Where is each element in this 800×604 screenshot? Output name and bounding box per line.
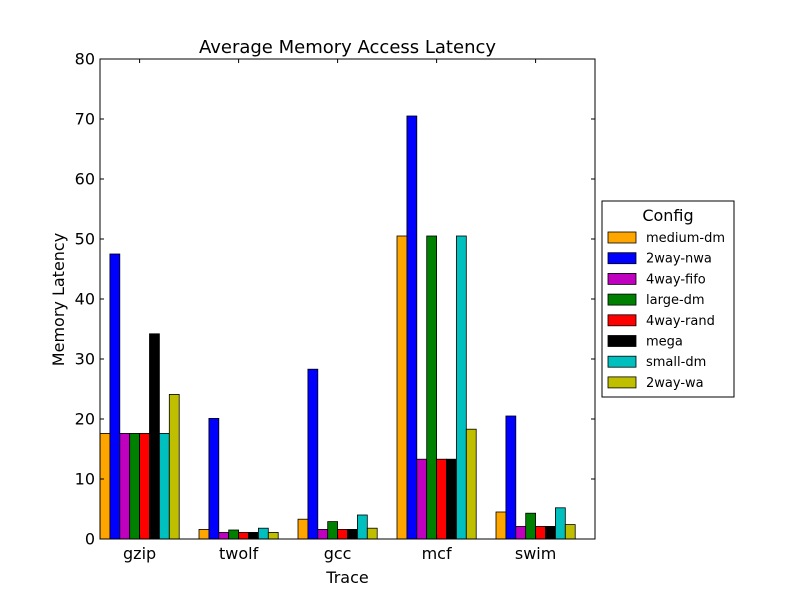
bar-4way-rand-twolf bbox=[238, 532, 249, 540]
bar-small-dm-mcf bbox=[455, 235, 467, 540]
bar-2way-nwa-gcc bbox=[307, 368, 319, 540]
bar-medium-dm-mcf bbox=[396, 235, 408, 540]
legend: Config medium-dm 2way-nwa 4way-fifo large-d… bbox=[601, 200, 735, 398]
legend-label-small-dm: small-dm bbox=[646, 355, 706, 370]
bar-4way-fifo-gzip bbox=[119, 432, 131, 540]
bar-2way-wa-mcf bbox=[465, 428, 477, 540]
bar-2way-wa-gcc bbox=[366, 527, 378, 540]
chart-title: Average Memory Access Latency bbox=[199, 37, 496, 58]
bar-mega-twolf bbox=[248, 532, 259, 540]
y-tick-label: 40 bbox=[75, 290, 95, 309]
bar-medium-dm-gcc bbox=[297, 518, 309, 540]
x-tick-label: mcf bbox=[422, 544, 452, 563]
bar-small-dm-twolf bbox=[257, 527, 269, 540]
bar-mega-swim bbox=[545, 526, 556, 540]
legend-label-mega: mega bbox=[646, 335, 683, 350]
legend-items: medium-dm 2way-nwa 4way-fifo large-dm 4way-r… bbox=[607, 231, 725, 391]
bar-4way-rand-swim bbox=[535, 526, 546, 540]
bar-4way-fifo-swim bbox=[515, 526, 527, 540]
x-tick-label: gzip bbox=[123, 544, 156, 563]
y-tick-label: 30 bbox=[75, 350, 95, 369]
bar-large-dm-mcf bbox=[426, 235, 438, 540]
plot-frame bbox=[99, 58, 596, 540]
bar-2way-nwa-gzip bbox=[109, 253, 121, 540]
legend-swatch-2way-nwa bbox=[607, 252, 637, 265]
bar-large-dm-gzip bbox=[129, 432, 140, 540]
y-tick-label: 0 bbox=[85, 530, 95, 549]
bar-mega-gcc bbox=[347, 529, 358, 540]
bar-medium-dm-twolf bbox=[198, 529, 210, 540]
bar-small-dm-gzip bbox=[158, 432, 170, 540]
bar-4way-fifo-twolf bbox=[218, 532, 230, 540]
bar-4way-fifo-mcf bbox=[416, 458, 428, 540]
legend-label-2way-wa: 2way-wa bbox=[646, 376, 704, 391]
bar-large-dm-gcc bbox=[327, 521, 339, 540]
bar-mega-gzip bbox=[149, 333, 160, 540]
bar-4way-fifo-gcc bbox=[317, 529, 329, 540]
bar-2way-wa-swim bbox=[564, 524, 576, 540]
legend-title: Config bbox=[642, 206, 693, 225]
legend-swatch-large-dm bbox=[607, 293, 637, 306]
bar-2way-nwa-twolf bbox=[208, 417, 220, 540]
x-tick-label: gcc bbox=[324, 544, 352, 563]
bar-4way-rand-gzip bbox=[139, 432, 150, 540]
bar-large-dm-swim bbox=[525, 512, 537, 540]
bar-2way-nwa-mcf bbox=[406, 115, 418, 540]
y-tick-label: 60 bbox=[75, 170, 95, 189]
legend-swatch-4way-fifo bbox=[607, 272, 637, 285]
x-tick-label: twolf bbox=[219, 544, 259, 563]
legend-label-2way-nwa: 2way-nwa bbox=[646, 252, 712, 267]
y-tick-label: 10 bbox=[75, 470, 95, 489]
legend-label-medium-dm: medium-dm bbox=[646, 231, 725, 246]
bar-mega-mcf bbox=[446, 458, 457, 540]
y-tick-label: 70 bbox=[75, 110, 95, 129]
bars-group bbox=[99, 115, 576, 540]
legend-swatch-mega bbox=[607, 335, 637, 347]
y-axis-label: Memory Latency bbox=[49, 233, 68, 366]
bar-medium-dm-swim bbox=[495, 511, 507, 540]
legend-swatch-2way-wa bbox=[607, 376, 637, 389]
bar-small-dm-gcc bbox=[356, 514, 368, 540]
x-axis-label: Trace bbox=[325, 568, 368, 587]
axis-ticks-group: 0 10 20 30 40 50 60 70 80 gzip twolf gcc mcf swim bbox=[75, 50, 595, 563]
bar-medium-dm-gzip bbox=[99, 432, 111, 540]
bar-2way-wa-gzip bbox=[168, 393, 180, 540]
y-tick-label: 50 bbox=[75, 230, 95, 249]
legend-swatch-4way-rand bbox=[607, 314, 637, 327]
y-tick-label: 20 bbox=[75, 410, 95, 429]
legend-label-4way-rand: 4way-rand bbox=[646, 314, 715, 329]
bar-4way-rand-mcf bbox=[436, 458, 447, 540]
bar-2way-wa-twolf bbox=[267, 532, 279, 540]
bar-large-dm-twolf bbox=[228, 529, 239, 540]
bar-small-dm-swim bbox=[555, 507, 566, 540]
legend-swatch-small-dm bbox=[607, 355, 637, 368]
legend-label-large-dm: large-dm bbox=[646, 293, 705, 308]
bar-4way-rand-gcc bbox=[337, 529, 348, 540]
legend-swatch-medium-dm bbox=[607, 231, 637, 244]
x-tick-label: swim bbox=[515, 544, 556, 563]
y-tick-label: 80 bbox=[75, 50, 95, 69]
bar-2way-nwa-swim bbox=[505, 415, 517, 540]
legend-label-4way-fifo: 4way-fifo bbox=[646, 272, 706, 287]
